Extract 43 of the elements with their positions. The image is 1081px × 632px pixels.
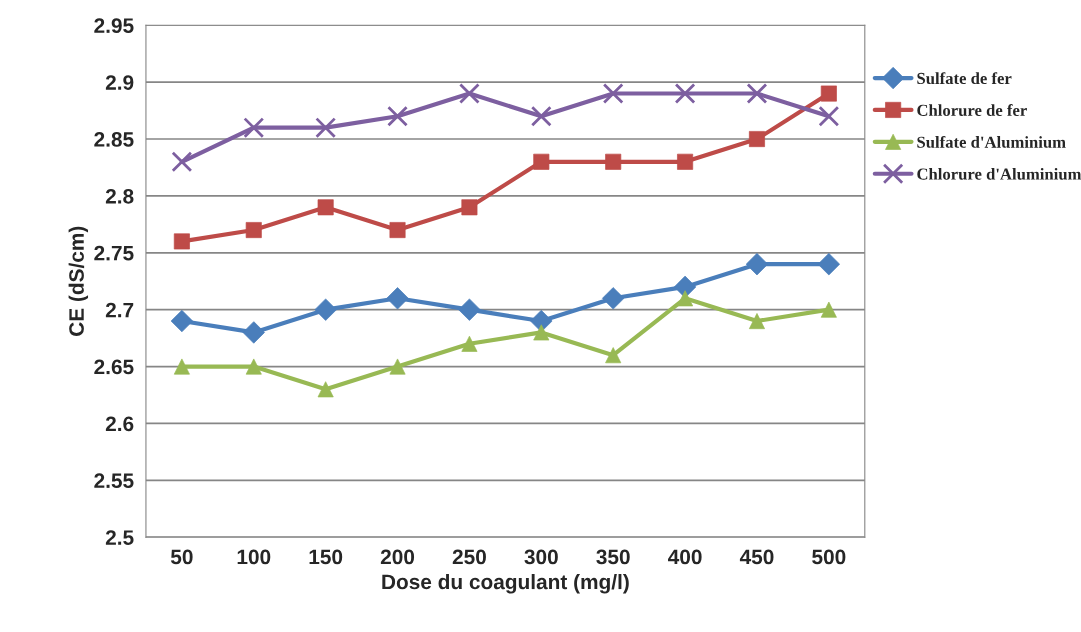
x-tick-label: 250: [452, 549, 486, 565]
y-tick-label: 2.85: [94, 132, 134, 147]
y-tick-label: 2.9: [105, 75, 134, 90]
x-tick-label: 100: [237, 549, 271, 565]
point: [459, 83, 480, 104]
point: [387, 105, 408, 127]
point: [602, 287, 625, 310]
x-tick-label: 150: [309, 549, 343, 565]
y-tick-label: 2.6: [105, 416, 134, 432]
y-tick-label: 2.55: [94, 473, 134, 489]
y-tick-label: 2.8: [105, 188, 134, 204]
x-axis-title: Dose du coagulant (mg/l): [382, 573, 629, 594]
point: [173, 233, 190, 250]
y-tick-label: 2.75: [94, 245, 134, 261]
point: [745, 253, 769, 276]
point: [746, 83, 768, 104]
x-tick-label: 50: [170, 549, 193, 565]
y-tick-label: 2.5: [105, 530, 134, 545]
point: [171, 151, 193, 173]
y-tick-label: 2.7: [105, 302, 134, 318]
legend-label: Sulfate d'Aluminium: [917, 135, 1066, 148]
y-tick-label: 2.65: [94, 359, 134, 375]
x-tick-label: 200: [380, 549, 415, 565]
x-tick-label: 450: [739, 549, 774, 565]
x-tick-label: 300: [524, 549, 558, 565]
x-tick-label: 350: [596, 549, 630, 565]
point: [674, 83, 696, 104]
x-tick-label: 400: [668, 549, 702, 565]
legend-label: Sulfate de fer: [917, 72, 1012, 85]
point: [317, 381, 334, 398]
point: [602, 83, 624, 104]
point: [245, 358, 262, 375]
point: [243, 117, 265, 139]
point: [530, 105, 552, 127]
x-tick-label: 500: [812, 549, 846, 565]
y-axis-title: CE (dS/cm): [68, 226, 89, 336]
y-tick-label: 2.95: [94, 18, 134, 34]
point: [315, 117, 337, 139]
legend-label: Chlorure d'Aluminium: [917, 167, 1081, 180]
point: [458, 298, 481, 321]
point: [818, 105, 840, 127]
legend-label: Chlorure de fer: [917, 104, 1027, 116]
point: [389, 222, 406, 239]
